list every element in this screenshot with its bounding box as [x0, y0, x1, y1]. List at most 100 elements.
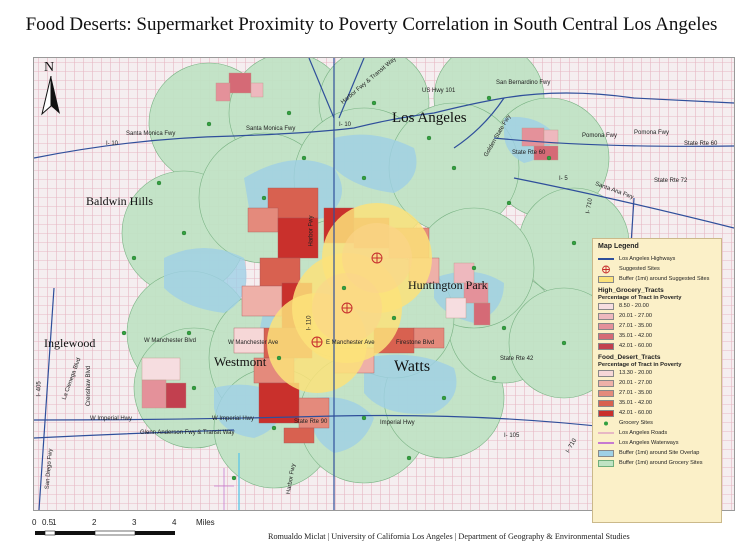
road-label: W Imperial Hwy: [212, 416, 255, 422]
roads-swatch: [598, 432, 614, 434]
legend-pct-label: Percentage of Tract in Poverty: [598, 295, 682, 301]
legend-pct-label: Percentage of Tract in Poverty: [598, 362, 682, 368]
place-westmont: Westmont: [214, 354, 267, 369]
food-desert-class-label: 13.30 - 20.00: [619, 370, 652, 376]
food-desert-class-row: 35.01 - 42.00: [593, 398, 721, 408]
north-arrow-icon: [41, 76, 60, 116]
road-label: I- 405: [36, 381, 43, 397]
legend-food-desert-title: Food_Desert_Tracts: [598, 354, 661, 361]
high-grocery-class-swatch: [598, 312, 614, 320]
food-desert-class-label: 27.01 - 35.00: [619, 390, 652, 396]
road-label: Santa Monica Fwy: [126, 131, 176, 137]
highway-swatch: [598, 258, 614, 260]
legend-title: Map Legend: [598, 243, 639, 250]
legend-label: Los Angeles Waterways: [619, 440, 679, 446]
legend-roads: Los Angeles Roads: [593, 428, 721, 438]
road-label: San Bernardino Fwy: [496, 80, 551, 86]
food-desert-class-label: 42.01 - 60.00: [619, 410, 652, 416]
high-grocery-class-swatch: [598, 322, 614, 330]
buffer-overlap-swatch: [598, 449, 614, 457]
high-grocery-class-row: 35.01 - 42.00: [593, 331, 721, 341]
food-desert-class-row: 20.01 - 27.00: [593, 378, 721, 388]
food-desert-classes: 13.30 - 20.00 20.01 - 27.00 27.01 - 35.00 3…: [593, 368, 721, 418]
road-label: State Rte 60: [512, 150, 546, 156]
high-grocery-class-label: 35.01 - 42.00: [619, 333, 652, 339]
legend-label: Suggested Sites: [619, 266, 660, 272]
food-desert-class-swatch: [598, 369, 614, 377]
buffer-grocery-swatch: [598, 459, 614, 467]
scale-tick-label: 0: [32, 518, 37, 527]
grocery-sites: [121, 95, 577, 481]
scale-bar-graphic: [35, 530, 175, 536]
place-huntington-park: Huntington Park: [408, 278, 488, 292]
buffer-suggested-swatch: [598, 275, 614, 283]
legend-suggested: Suggested Sites: [593, 264, 721, 274]
road-label: E Manchester Ave: [326, 340, 375, 346]
high-grocery-class-label: 42.01 - 60.00: [619, 343, 652, 349]
legend-grocery-sites: Grocery Sites: [593, 418, 721, 428]
road-label: Imperial Hwy: [380, 420, 415, 426]
food-desert-class-swatch: [598, 399, 614, 407]
road-label: I- 110: [306, 315, 313, 331]
road-label: Santa Monica Fwy: [246, 126, 296, 132]
high-grocery-class-swatch: [598, 342, 614, 350]
legend-label: Buffer (1mi) around Grocery Sites: [619, 460, 703, 466]
food-desert-class-swatch: [598, 389, 614, 397]
road-label: Pomona Fwy: [634, 130, 670, 136]
food-desert-class-row: 42.01 - 60.00: [593, 408, 721, 418]
grocery-site-icon: [604, 421, 608, 425]
food-desert-class-row: 27.01 - 35.00: [593, 388, 721, 398]
high-grocery-class-label: 20.01 - 27.00: [619, 313, 652, 319]
high-grocery-class-row: 42.01 - 60.00: [593, 341, 721, 351]
map-legend: Map Legend Los Angeles Highways Suggeste…: [592, 238, 722, 523]
legend-label: Los Angeles Highways: [619, 256, 676, 262]
north-arrow: N: [40, 60, 62, 116]
food-desert-class-swatch: [598, 379, 614, 387]
high-grocery-class-row: 20.01 - 27.00: [593, 311, 721, 321]
legend-label: Buffer (1mi) around Site Overlap: [619, 450, 700, 456]
legend-high-grocery-title: High_Grocery_Tracts: [598, 287, 664, 294]
scale-tick-label: 2: [92, 518, 97, 527]
legend-label: Los Angeles Roads: [619, 430, 668, 436]
legend-highways: Los Angeles Highways: [593, 254, 721, 264]
scale-tick-label: 1: [52, 518, 57, 527]
road-label: Pomona Fwy: [582, 133, 618, 139]
waterways-swatch: [598, 442, 614, 444]
legend-label: Grocery Sites: [619, 420, 653, 426]
road-label: State Rte 42: [500, 356, 534, 362]
scale-tick-label: 0.5: [42, 518, 54, 527]
place-inglewood: Inglewood: [44, 336, 96, 350]
high-grocery-classes: 8.50 - 20.00 20.01 - 27.00 27.01 - 35.00 35…: [593, 301, 721, 351]
road-label: Firestone Blvd: [396, 340, 435, 346]
road-label: I- 105: [504, 433, 520, 439]
road-label: I- 5: [559, 176, 568, 182]
road-label: I- 10: [106, 141, 119, 147]
highways: [34, 58, 734, 510]
food-desert-class-swatch: [598, 409, 614, 417]
waterways: [214, 468, 234, 510]
legend-buffer-overlap: Buffer (1mi) around Site Overlap: [593, 448, 721, 458]
scale-tick-label: 4: [172, 518, 177, 527]
road-label: W Manchester Ave: [228, 340, 279, 346]
road-label: Glenn Anderson Fwy & Transit Way: [140, 430, 235, 436]
road-label: State Rte 72: [654, 178, 688, 184]
scale-bar: 0 0.5 1 2 3 4 Miles: [32, 518, 233, 548]
road-label: State Rte 90: [294, 419, 328, 425]
road-label: State Rte 60: [684, 141, 718, 147]
food-desert-class-row: 13.30 - 20.00: [593, 368, 721, 378]
high-grocery-class-label: 8.50 - 20.00: [619, 303, 649, 309]
road-label: US Hwy 101: [422, 88, 456, 94]
north-label: N: [44, 60, 55, 75]
legend-waterways: Los Angeles Waterways: [593, 438, 721, 448]
place-watts: Watts: [394, 358, 431, 375]
food-desert-class-label: 20.01 - 27.00: [619, 380, 652, 386]
place-baldwin-hills: Baldwin Hills: [86, 194, 154, 208]
place-los-angeles: Los Angeles: [392, 110, 467, 126]
credit-line: Romualdo Miclat | University of Californ…: [268, 532, 630, 541]
suggested-site-icon: [602, 265, 610, 273]
road-label: W Imperial Hwy: [90, 416, 133, 422]
legend-buffer-suggested: Buffer (1mi) around Suggested Sites: [593, 274, 721, 284]
scale-tick-label: 3: [132, 518, 137, 527]
high-grocery-class-swatch: [598, 332, 614, 340]
legend-buffer-grocery: Buffer (1mi) around Grocery Sites: [593, 458, 721, 468]
